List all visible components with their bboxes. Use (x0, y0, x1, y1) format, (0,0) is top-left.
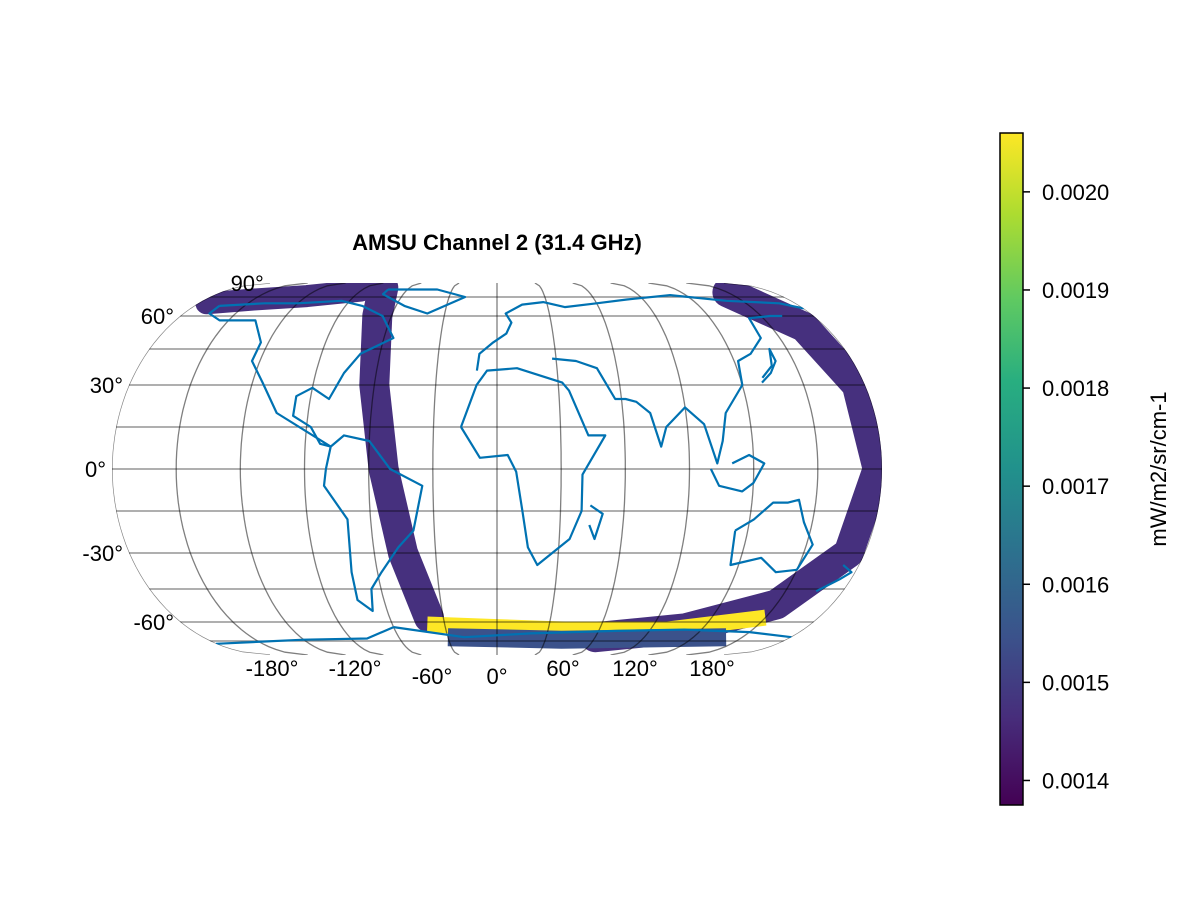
colorbar-tick-label: 0.0015 (1042, 670, 1109, 695)
axis-labels: 90° 60° 30° 0° -30° -60° -180° -120° -60° 0° 60° 12… (82, 271, 734, 689)
meridian-gridline (572, 283, 626, 655)
colorbar-label: mW/m2/sr/cm-1 (1146, 391, 1171, 546)
meridian-gridline (610, 283, 691, 655)
map-area (112, 283, 882, 655)
meridian-gridline (112, 283, 270, 655)
coastline (215, 626, 395, 645)
coastline (322, 434, 424, 613)
longitude-tick-label: 0° (486, 664, 507, 689)
coastline (729, 498, 814, 574)
colorbar: mW/m2/sr/cm-1 0.0014 0.0015 0.0016 0.0017 0.… (999, 132, 1171, 806)
latitude-tick-label: 30° (90, 373, 123, 398)
colorbar-tick-label: 0.0019 (1042, 278, 1109, 303)
meridian-gridline (175, 283, 308, 655)
latitude-tick-label: 60° (141, 304, 174, 329)
colorbar-tick-label: 0.0014 (1042, 768, 1109, 793)
latitude-tick-label: -30° (82, 541, 123, 566)
coastline (551, 314, 783, 465)
colorbar-tick-label: 0.0017 (1042, 474, 1109, 499)
meridian-gridline (239, 283, 346, 655)
longitude-tick-label: 180° (689, 656, 735, 681)
longitude-tick-label: -180° (246, 656, 299, 681)
meridian-gridline (432, 283, 460, 655)
satellite-swath (195, 283, 373, 315)
coastline (208, 299, 395, 448)
meridian-gridline (648, 283, 755, 655)
satellite-swath-high (427, 609, 767, 638)
coastline (761, 347, 777, 384)
satellite-swath (447, 628, 727, 649)
latitude-tick-label: -60° (133, 610, 174, 635)
coastline (393, 626, 792, 639)
colorbar-tick-label: 0.0020 (1042, 180, 1109, 205)
longitude-tick-label: 60° (546, 656, 579, 681)
coastline (815, 564, 853, 593)
latitude-tick-label: 0° (85, 457, 106, 482)
longitude-tick-label: -60° (412, 664, 453, 689)
meridian-gridline (724, 283, 882, 655)
chart-title: AMSU Channel 2 (31.4 GHz) (352, 230, 642, 255)
colorbar-tick-label: 0.0018 (1042, 376, 1109, 401)
satellite-swath (580, 283, 882, 653)
coastline (709, 453, 766, 493)
meridian-gridline (534, 283, 562, 655)
satellite-swath (359, 283, 444, 633)
meridian-gridline (368, 283, 422, 655)
meridian-gridline (303, 283, 384, 655)
coastline (381, 288, 467, 315)
latitude-tick-label: 90° (231, 271, 264, 296)
longitude-tick-label: 120° (612, 656, 658, 681)
map-clip-group (112, 283, 882, 655)
coastline (475, 294, 805, 371)
colorbar-gradient (999, 132, 1024, 806)
coastline (459, 367, 607, 567)
colorbar-tick-label: 0.0016 (1042, 572, 1109, 597)
longitude-tick-label: -120° (329, 656, 382, 681)
coastline (588, 504, 604, 541)
